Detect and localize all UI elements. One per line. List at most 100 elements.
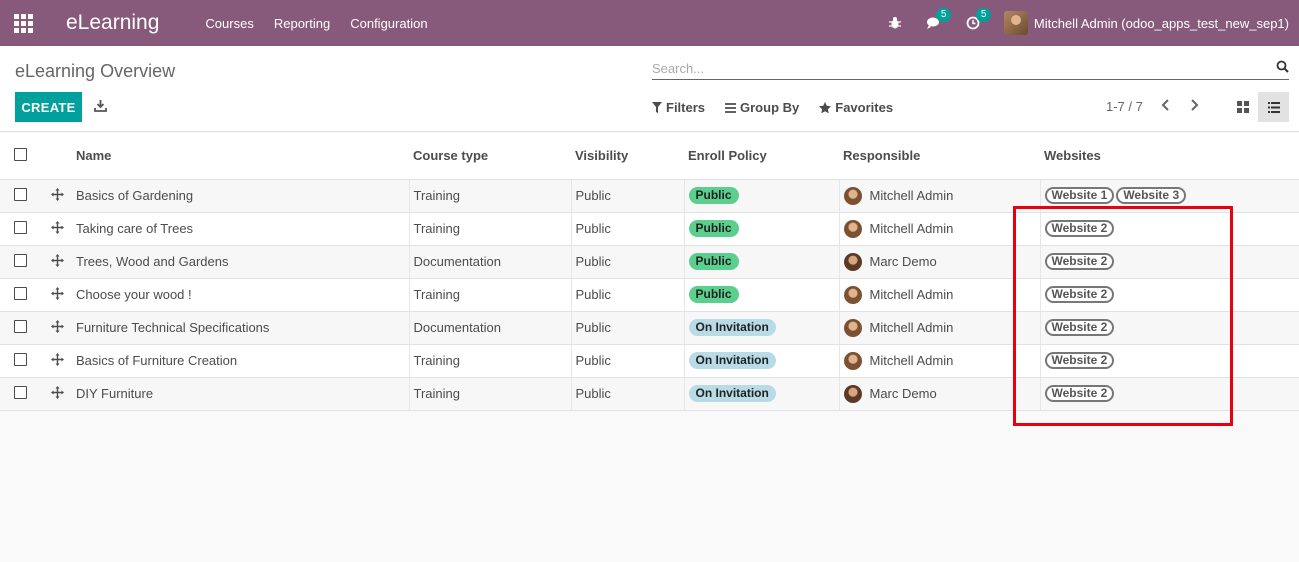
cell-visibility[interactable]: Public (570, 377, 684, 411)
messages-icon[interactable]: 5 (926, 8, 952, 30)
menu-configuration[interactable]: Configuration (350, 15, 428, 31)
select-all-checkbox[interactable] (14, 147, 27, 161)
table-row[interactable]: Furniture Technical Specifications Docume… (0, 311, 1299, 345)
drag-handle-icon[interactable] (51, 286, 64, 300)
cell-course-type[interactable]: Documentation (408, 311, 571, 345)
website-tag: Website 3 (1116, 187, 1187, 204)
cell-websites[interactable]: Website 2 (1039, 377, 1299, 411)
list-bars-icon (725, 102, 737, 113)
col-course-type[interactable]: Course type (409, 133, 571, 180)
table-row[interactable]: Choose your wood ! Training Public Public Mi… (0, 278, 1299, 312)
row-checkbox[interactable] (14, 286, 27, 300)
app-brand[interactable]: eLearning (66, 11, 160, 34)
row-checkbox[interactable] (14, 319, 27, 333)
user-avatar[interactable] (1003, 11, 1028, 35)
cell-visibility[interactable]: Public (570, 311, 684, 345)
cell-websites[interactable]: Website 1 Website 3 (1039, 179, 1299, 213)
responsible-name: Mitchell Admin (869, 320, 954, 335)
row-checkbox[interactable] (14, 253, 27, 267)
kanban-view-icon[interactable] (1227, 92, 1258, 122)
course-list: Name Course type Visibility Enroll Polic… (0, 133, 1299, 411)
col-websites[interactable]: Websites (1040, 133, 1299, 180)
cell-name[interactable]: Basics of Gardening (72, 179, 409, 213)
website-tag: Website 2 (1044, 286, 1115, 303)
groupby-button[interactable]: Group By (725, 100, 799, 115)
list-view-icon[interactable] (1258, 92, 1289, 122)
cell-name[interactable]: Trees, Wood and Gardens (72, 245, 409, 279)
cell-name[interactable]: Basics of Furniture Creation (72, 344, 409, 378)
col-responsible[interactable]: Responsible (839, 133, 1040, 180)
favorites-button[interactable]: Favorites (819, 100, 893, 115)
create-button[interactable]: CREATE (15, 92, 82, 122)
cell-name[interactable]: Taking care of Trees (72, 212, 409, 246)
cell-name[interactable]: Choose your wood ! (72, 278, 409, 312)
search-input[interactable] (652, 58, 1262, 78)
top-navbar: eLearning Courses Reporting Configuratio… (0, 0, 1299, 46)
drag-handle-icon[interactable] (51, 352, 64, 366)
cell-course-type[interactable]: Training (408, 179, 571, 213)
menu-courses[interactable]: Courses (205, 15, 254, 31)
search-icon[interactable] (1276, 60, 1289, 76)
activities-count-badge: 5 (975, 8, 992, 22)
table-row[interactable]: DIY Furniture Training Public On Invitation… (0, 377, 1299, 411)
cell-course-type[interactable]: Training (408, 278, 571, 312)
col-enroll-policy[interactable]: Enroll Policy (684, 133, 839, 180)
table-row[interactable]: Basics of Gardening Training Public Public M… (0, 179, 1299, 213)
cell-visibility[interactable]: Public (570, 179, 684, 213)
search-bar (652, 58, 1289, 80)
cell-name[interactable]: DIY Furniture (72, 377, 409, 411)
cell-visibility[interactable]: Public (570, 212, 684, 246)
cell-course-type[interactable]: Documentation (408, 245, 571, 279)
col-visibility[interactable]: Visibility (571, 133, 684, 180)
pager-previous-icon[interactable] (1161, 98, 1171, 115)
row-checkbox[interactable] (14, 385, 27, 399)
row-checkbox[interactable] (14, 220, 27, 234)
website-tag: Website 2 (1044, 352, 1115, 369)
groupby-label: Group By (740, 100, 800, 115)
website-tag: Website 2 (1044, 385, 1115, 402)
drag-handle-icon[interactable] (51, 319, 64, 333)
cell-websites[interactable]: Website 2 (1039, 245, 1299, 279)
responsible-avatar (843, 219, 862, 238)
cell-visibility[interactable]: Public (570, 245, 684, 279)
filters-label: Filters (666, 100, 706, 115)
filter-icon (652, 102, 662, 113)
enroll-policy-badge: Public (688, 253, 739, 270)
col-name[interactable]: Name (72, 133, 409, 180)
cell-websites[interactable]: Website 2 (1039, 278, 1299, 312)
cell-course-type[interactable]: Training (408, 377, 571, 411)
view-switcher (1227, 92, 1289, 122)
row-checkbox[interactable] (14, 187, 27, 201)
drag-handle-icon[interactable] (51, 385, 64, 399)
cell-websites[interactable]: Website 2 (1039, 344, 1299, 378)
pager-value[interactable]: 1-7 / 7 (1106, 99, 1143, 114)
apps-menu-icon[interactable] (0, 0, 46, 46)
debug-bug-icon[interactable] (888, 16, 902, 30)
responsible-name: Marc Demo (869, 386, 937, 401)
table-row[interactable]: Basics of Furniture Creation Training Publ… (0, 344, 1299, 378)
download-icon[interactable] (94, 99, 107, 115)
cell-websites[interactable]: Website 2 (1039, 212, 1299, 246)
table-row[interactable]: Trees, Wood and Gardens Documentation Publ… (0, 245, 1299, 279)
user-menu[interactable]: Mitchell Admin (odoo_apps_test_new_sep1) (1033, 15, 1289, 31)
cell-name[interactable]: Furniture Technical Specifications (72, 311, 409, 345)
cell-visibility[interactable]: Public (570, 344, 684, 378)
cell-course-type[interactable]: Training (408, 212, 571, 246)
pager-next-icon[interactable] (1189, 98, 1199, 115)
cell-websites[interactable]: Website 2 (1039, 311, 1299, 345)
activities-clock-icon[interactable]: 5 (966, 8, 992, 30)
favorites-label: Favorites (835, 100, 894, 115)
filters-button[interactable]: Filters (652, 100, 705, 115)
table-row[interactable]: Taking care of Trees Training Public Public… (0, 212, 1299, 246)
drag-handle-icon[interactable] (51, 187, 64, 201)
control-panel: eLearning Overview CREATE Filters Group … (0, 46, 1299, 132)
drag-handle-icon[interactable] (51, 253, 64, 267)
responsible-name: Mitchell Admin (869, 221, 954, 236)
menu-reporting[interactable]: Reporting (273, 15, 331, 31)
cell-course-type[interactable]: Training (408, 344, 571, 378)
responsible-name: Mitchell Admin (869, 287, 954, 302)
drag-handle-icon[interactable] (51, 220, 64, 234)
row-checkbox[interactable] (14, 352, 27, 366)
cell-visibility[interactable]: Public (570, 278, 684, 312)
enroll-policy-badge: On Invitation (688, 319, 776, 336)
